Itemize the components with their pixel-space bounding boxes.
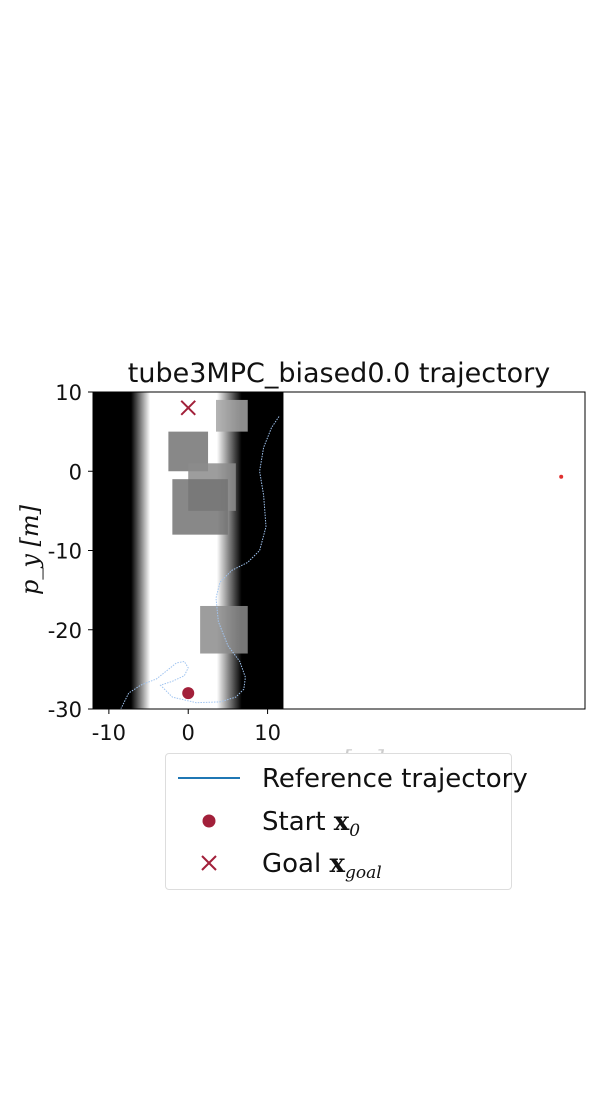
y-tick-label: 10 <box>55 381 82 405</box>
legend-line-swatch <box>178 777 240 779</box>
x-tick-label: -10 <box>92 721 126 745</box>
y-tick-label: -20 <box>48 619 82 643</box>
chart-title: tube3MPC_biased0.0 trajectory <box>128 358 550 389</box>
legend-start-text: Start <box>262 807 326 837</box>
y-tick-label: -30 <box>48 698 82 722</box>
start-marker <box>182 687 195 700</box>
x-tick-label: 10 <box>254 721 281 745</box>
obstacle-square-2 <box>172 479 228 535</box>
legend-goal-math: x <box>329 849 345 879</box>
legend-start-math: x <box>333 807 350 837</box>
y-axis: 10 0 -10 -20 -30 <box>48 381 93 722</box>
legend-item-goal: Goal xgoal <box>166 845 511 883</box>
obstacle-square-4 <box>216 399 248 432</box>
current-position-marker <box>559 474 564 479</box>
legend-goal-text: Goal <box>262 849 322 879</box>
x-tick-label: 0 <box>182 721 195 745</box>
legend-label-goal: Goal xgoal <box>262 849 382 883</box>
reference-trajectory-line <box>120 415 280 709</box>
legend-label-reference: Reference trajectory <box>262 764 528 794</box>
legend-item-start: Start x0 <box>166 803 511 841</box>
x-axis: -10 0 10 <box>92 709 281 745</box>
obstacle-layer <box>168 399 248 654</box>
plot-area <box>93 392 564 709</box>
legend-label-start: Start x0 <box>262 807 360 841</box>
legend-dot-swatch <box>202 814 216 828</box>
legend-item-reference: Reference trajectory <box>166 760 528 796</box>
legend-x-swatch <box>201 855 217 871</box>
goal-marker <box>180 400 196 416</box>
legend: Reference trajectory Start x0 Goal xgoal <box>165 753 528 890</box>
y-axis-label: p_y [m] <box>16 504 44 595</box>
obstacle-square-3 <box>200 605 248 654</box>
y-tick-label: -10 <box>48 540 82 564</box>
legend-start-sub: 0 <box>349 821 361 841</box>
y-tick-label: 0 <box>69 460 82 484</box>
markers-layer <box>180 400 564 700</box>
legend-goal-sub: goal <box>345 863 382 883</box>
